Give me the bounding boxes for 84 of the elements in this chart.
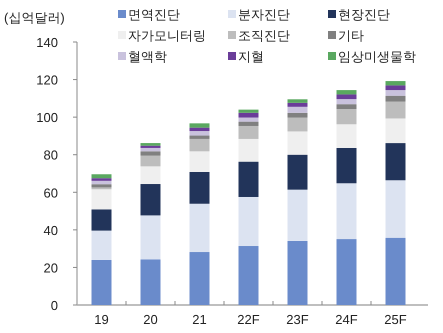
y-tick-label: 40 (44, 222, 58, 238)
bar (190, 131, 210, 136)
y-tick-label: 0 (50, 298, 58, 313)
bar (238, 126, 258, 139)
legend-label: 조직진단 (238, 28, 290, 43)
bar (238, 112, 258, 118)
legend-label: 현장진단 (338, 7, 390, 22)
y-tick-label: 60 (44, 185, 58, 200)
y-axis-title: (십억달러) (4, 10, 65, 25)
bar (386, 180, 406, 238)
bar (238, 196, 258, 246)
bar (288, 118, 308, 132)
bar (288, 112, 308, 118)
bar (92, 260, 112, 305)
bar (336, 94, 356, 100)
bar (238, 122, 258, 126)
x-tick-label: 24F (335, 312, 358, 327)
x-tick-label: 19 (94, 312, 109, 327)
bar (336, 183, 356, 240)
bar (336, 99, 356, 104)
legend-label: 면역진단 (128, 7, 180, 22)
bar (190, 136, 210, 139)
x-tick-label: 20 (143, 312, 158, 327)
bar (336, 239, 356, 305)
bar (288, 131, 308, 155)
bar (336, 90, 356, 94)
bar (190, 128, 210, 132)
x-tick-label: 21 (192, 312, 207, 327)
bar (238, 118, 258, 122)
bar (190, 252, 210, 305)
bar (190, 204, 210, 252)
bar (140, 259, 160, 305)
bar (140, 184, 160, 216)
legend-label: 자가모니터링 (128, 28, 206, 43)
bar (140, 166, 160, 184)
bar (288, 99, 308, 103)
bar (92, 178, 112, 181)
bar (336, 124, 356, 148)
bar (386, 118, 406, 144)
bar (92, 189, 112, 210)
y-tick-label: 120 (36, 72, 58, 88)
bar (288, 190, 308, 241)
bar (288, 102, 308, 107)
bar (190, 123, 210, 128)
bar (238, 246, 258, 305)
bar (190, 138, 210, 152)
x-tick-label: 22F (237, 312, 260, 327)
bar (288, 106, 308, 113)
bar (140, 148, 160, 152)
y-tick-label: 100 (36, 110, 58, 126)
bar (190, 151, 210, 172)
legend-label: 임상미생물학 (338, 49, 416, 64)
y-tick-label: 140 (36, 35, 58, 50)
bar (386, 81, 406, 86)
bar (92, 184, 112, 188)
bar (386, 85, 406, 90)
bar (386, 143, 406, 180)
bar (386, 96, 406, 102)
bar (92, 230, 112, 260)
bar (238, 162, 258, 197)
bar (336, 148, 356, 184)
bar (140, 215, 160, 260)
bar (140, 143, 160, 146)
y-tick-label: 80 (44, 148, 58, 163)
bar (386, 90, 406, 96)
legend-label: 분자진단 (238, 7, 290, 22)
bar (140, 151, 160, 156)
bar (238, 138, 258, 162)
bar (336, 104, 356, 110)
bar (288, 154, 308, 190)
legend-label: 지혈 (238, 49, 264, 64)
bar (190, 172, 210, 204)
bar (386, 238, 406, 305)
bar (288, 240, 308, 305)
legend-label: 기타 (338, 28, 364, 43)
bar (336, 109, 356, 124)
x-tick-label: 23F (286, 312, 309, 327)
bar (238, 110, 258, 113)
bar (92, 209, 112, 231)
x-tick-label: 25F (384, 312, 407, 327)
bar (140, 156, 160, 166)
legend-label: 혈액학 (128, 49, 167, 64)
bar (386, 102, 406, 118)
y-tick-label: 20 (44, 260, 58, 276)
